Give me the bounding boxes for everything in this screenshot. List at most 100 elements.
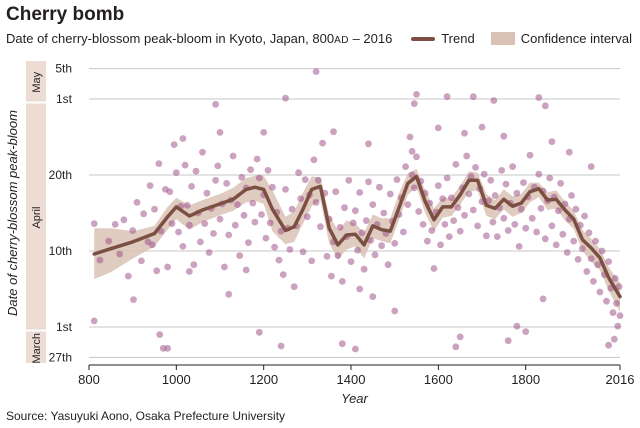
legend-item-ci: Confidence interval xyxy=(490,31,632,46)
data-point xyxy=(469,93,477,101)
x-tick-label: 800 xyxy=(78,372,100,387)
data-point xyxy=(190,261,198,269)
axes: Date of cherry-blossom peak-bloom 27th 1st… xyxy=(5,62,634,406)
data-point xyxy=(146,182,154,190)
data-point xyxy=(156,331,164,338)
data-point xyxy=(609,309,617,316)
data-point xyxy=(452,343,460,351)
month-label: April xyxy=(31,207,43,229)
data-point xyxy=(603,297,610,305)
data-point xyxy=(164,344,172,352)
data-point xyxy=(478,123,486,131)
data-point xyxy=(201,220,209,228)
data-point xyxy=(413,153,420,161)
data-point xyxy=(90,220,98,228)
data-point xyxy=(234,201,241,209)
data-point xyxy=(428,227,436,234)
data-point xyxy=(596,288,604,296)
data-point xyxy=(140,210,148,218)
data-point xyxy=(286,246,294,253)
data-point xyxy=(349,219,357,227)
legend-swatch-trend xyxy=(411,36,436,41)
data-point xyxy=(247,166,255,174)
data-point xyxy=(474,222,481,230)
data-point xyxy=(124,272,132,280)
data-point xyxy=(242,266,250,274)
data-point xyxy=(303,213,311,221)
month-band xyxy=(26,61,46,102)
trend-layer xyxy=(92,174,622,299)
data-point xyxy=(212,176,220,184)
data-point xyxy=(456,333,464,341)
data-point xyxy=(260,129,268,136)
data-point xyxy=(129,227,137,234)
trend-line xyxy=(92,174,622,299)
data-point xyxy=(205,249,213,256)
data-point xyxy=(153,267,161,275)
data-point xyxy=(214,162,222,170)
data-point xyxy=(605,258,612,265)
data-point xyxy=(590,278,597,285)
y-axis-label: Date of cherry-blossom peak-bloom xyxy=(5,110,20,316)
month-bands: March April May xyxy=(26,61,46,364)
data-point xyxy=(424,237,431,245)
data-point xyxy=(583,268,591,275)
legend-label-trend: Trend xyxy=(441,31,475,46)
data-point xyxy=(312,68,320,75)
data-point xyxy=(443,93,451,101)
data-point xyxy=(450,217,457,225)
data-point xyxy=(533,228,540,236)
data-point xyxy=(378,242,385,250)
data-point xyxy=(262,234,270,242)
data-point xyxy=(613,300,620,307)
y-tick-label: 27th xyxy=(49,350,72,364)
data-point xyxy=(504,337,512,345)
data-point xyxy=(452,161,460,168)
data-point xyxy=(443,174,451,182)
data-point xyxy=(277,342,285,350)
data-point xyxy=(594,261,602,269)
data-point xyxy=(151,205,158,213)
data-point xyxy=(249,199,257,207)
data-point xyxy=(463,152,471,160)
data-point xyxy=(615,283,623,291)
data-point xyxy=(522,224,530,232)
data-point xyxy=(539,295,547,303)
data-point xyxy=(362,217,370,225)
data-point xyxy=(279,271,287,278)
data-point xyxy=(310,156,318,164)
subtitle-era: AD xyxy=(334,35,349,46)
y-tick-label: 20th xyxy=(49,168,72,182)
data-point xyxy=(548,222,556,230)
data-point xyxy=(352,207,359,215)
data-point xyxy=(282,94,289,102)
data-point xyxy=(610,335,618,343)
data-point xyxy=(509,163,516,171)
data-point xyxy=(240,211,248,219)
data-point xyxy=(541,102,549,110)
x-tick-label: 1400 xyxy=(337,372,366,387)
legend-item-trend: Trend xyxy=(411,31,475,46)
x-tick-label: 1200 xyxy=(249,372,278,387)
data-point xyxy=(264,167,272,174)
y-tick-label: 5th xyxy=(55,62,72,76)
data-point xyxy=(181,161,189,169)
data-point xyxy=(164,263,172,271)
data-point xyxy=(371,251,379,259)
data-point xyxy=(223,180,231,187)
data-point xyxy=(552,241,560,249)
data-point xyxy=(456,227,464,235)
data-point xyxy=(434,182,442,190)
data-point xyxy=(179,135,187,142)
data-point xyxy=(522,328,530,335)
data-point xyxy=(317,223,324,231)
data-point xyxy=(611,275,619,282)
data-point xyxy=(402,163,409,171)
data-point xyxy=(511,221,519,228)
data-point xyxy=(410,184,418,192)
data-point xyxy=(197,238,204,246)
data-point xyxy=(90,317,98,325)
data-point xyxy=(614,322,622,330)
data-point xyxy=(489,218,497,226)
